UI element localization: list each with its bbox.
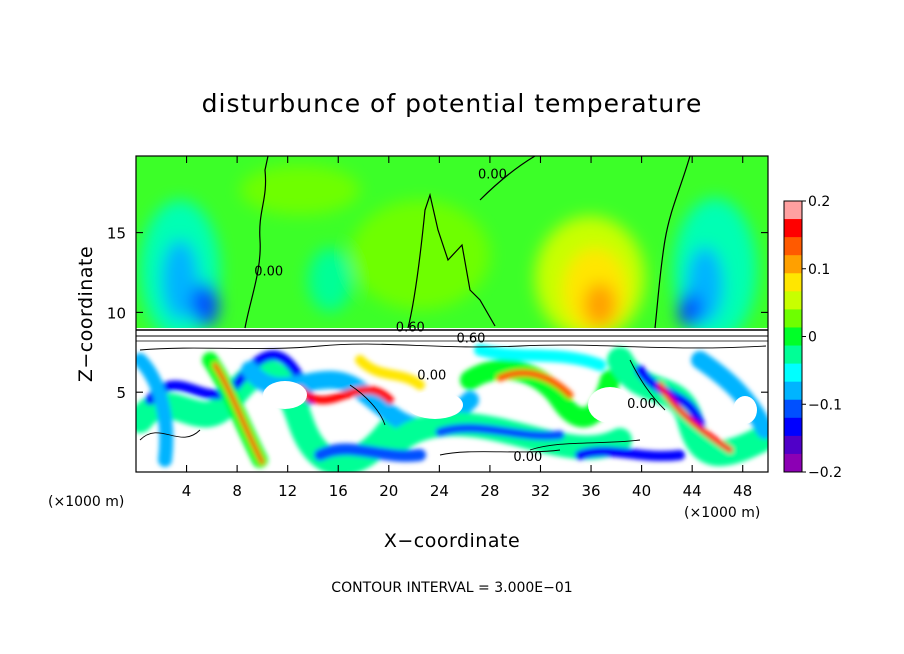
x-tick-label: 8 (232, 482, 242, 500)
swirl-j (635, 365, 705, 430)
colorbar-segment (784, 273, 802, 292)
contour-label: 0.00 (254, 265, 283, 280)
lower-contour-6 (439, 449, 561, 456)
x-tick-label: 4 (182, 482, 192, 500)
colorbar-tick-label: 0.1 (808, 262, 830, 278)
colorbar-segment (784, 327, 802, 347)
swirl-a (136, 359, 403, 472)
lower-contour-3 (529, 439, 641, 451)
x-unit-label-right: (×1000 m) (684, 505, 760, 521)
x-axis: 4 8 12 16 20 24 28 32 36 40 44 48 (182, 156, 752, 500)
swirl-f (435, 423, 565, 441)
contour-interval-note: CONTOUR INTERVAL = 3.000E−01 (331, 580, 572, 596)
colorbar-segment (784, 309, 802, 328)
swirl-m (136, 353, 174, 467)
chart-title: disturbunce of potential temperature (202, 89, 703, 118)
x-tick-label: 28 (480, 482, 499, 500)
contour-zero-diagonal (479, 156, 536, 201)
upper-contours (244, 156, 691, 329)
x-axis-label: X−coordinate (384, 530, 520, 552)
x-tick-label: 44 (683, 482, 702, 500)
swirl-q (474, 344, 606, 371)
contour-label: 0.00 (627, 397, 656, 412)
swirl-o (212, 362, 265, 465)
upper-blob-green-top (240, 165, 360, 215)
y-tick-label: 10 (107, 304, 126, 322)
colorbar-segment (784, 237, 802, 256)
colorbar-segment (784, 399, 802, 419)
white-eddy-4 (407, 391, 463, 419)
lower-contour-4 (629, 359, 666, 411)
contour-label: 0.60 (456, 332, 485, 347)
upper-blob-teal-mid (308, 248, 352, 312)
contour-label: 0.00 (478, 167, 507, 182)
x-tick-label: 32 (531, 482, 550, 500)
lower-contour-2 (139, 429, 201, 441)
contour-label: 0.00 (417, 368, 446, 383)
x-tick-label: 48 (733, 482, 752, 500)
colorbar-segment (784, 291, 802, 310)
colorbar-segment (784, 453, 802, 473)
lower-contours (139, 343, 767, 456)
swirl-p (355, 355, 425, 390)
white-eddy-3 (733, 396, 757, 424)
contour-label: 0.00 (513, 450, 542, 465)
swirl-d (296, 386, 394, 404)
y-tick-label: 5 (116, 384, 126, 402)
upper-layer (136, 156, 768, 333)
x-tick-label: 24 (430, 482, 449, 500)
contour-zero-right (654, 156, 691, 329)
heatmap-field (136, 156, 768, 472)
contour-zero-center (407, 192, 496, 329)
white-eddy-1 (263, 381, 307, 409)
x-tick-label: 36 (581, 482, 600, 500)
colorbar-segment (784, 435, 802, 455)
colorbar-segment (784, 363, 802, 383)
colorbar-segment (784, 345, 802, 365)
swirl-r (314, 443, 426, 462)
x-tick-label: 20 (379, 482, 398, 500)
x-unit-label-left: (×1000 m) (48, 494, 124, 510)
swirl-h (496, 369, 574, 399)
swirl-l (657, 382, 733, 453)
white-eddies (263, 381, 757, 424)
colorbar: 0.2 0.1 0 −0.1 −0.2 (783, 194, 842, 481)
contour-zero-left (244, 156, 269, 329)
colorbar-tick-label: −0.2 (808, 465, 842, 481)
x-tick-label: 12 (278, 482, 297, 500)
white-eddy-2 (588, 387, 632, 423)
colorbar-segment (784, 255, 802, 274)
contour-labels: 0.00 0.00 0.60 0.60 0.00 0.00 0.00 (254, 167, 656, 464)
colorbar-tick-label: 0.2 (808, 194, 830, 210)
lower-contour-5 (349, 384, 386, 426)
x-tick-label: 16 (329, 482, 348, 500)
upper-blob-blue-left-2 (191, 283, 219, 327)
colorbar-segment (784, 381, 802, 401)
contour-label: 0.60 (396, 321, 425, 336)
colorbar-tick-label: 0 (808, 330, 817, 346)
swirl-b (145, 350, 315, 405)
y-axis-label: Z−coordinate (75, 246, 97, 382)
swirl-k (691, 351, 768, 439)
inversion-band-fill (136, 328, 768, 338)
swirl-s (575, 446, 685, 462)
lower-contour-1 (139, 343, 767, 351)
upper-blob-blue-left (162, 240, 198, 320)
colorbar-segment (784, 219, 802, 238)
upper-blob-blue-right-2 (678, 292, 702, 328)
upper-blob-orange (584, 283, 616, 327)
y-tick-label: 15 (107, 225, 126, 243)
plot-frame (135, 155, 769, 473)
inversion-band (136, 328, 768, 342)
x-tick-label: 40 (632, 482, 651, 500)
colorbar-segment (784, 417, 802, 437)
colorbar-segment (784, 201, 802, 220)
colorbar-tick-label: −0.1 (808, 397, 842, 413)
lower-layer (136, 333, 768, 472)
y-axis: 5 10 15 (107, 225, 768, 402)
